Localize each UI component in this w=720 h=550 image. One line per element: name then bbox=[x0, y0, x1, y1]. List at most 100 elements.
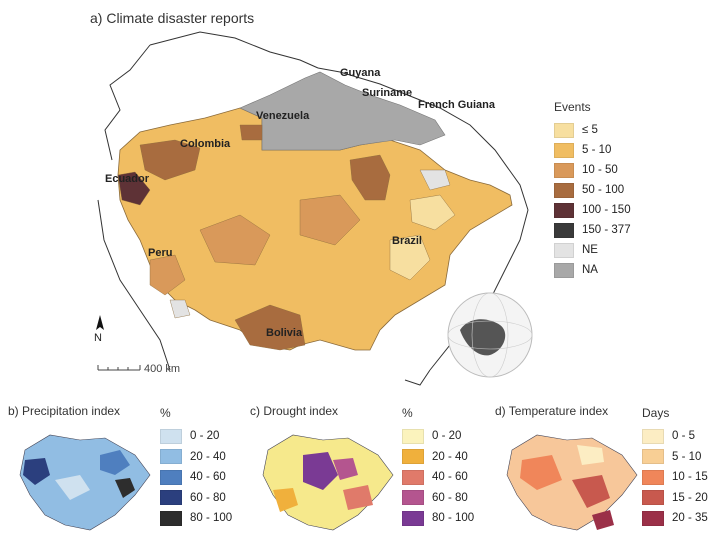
legend-item: 80 - 100 bbox=[402, 508, 474, 529]
legend-label: 0 - 20 bbox=[432, 430, 462, 443]
precipitation-legend: % 0 - 20 20 - 40 40 - 60 60 - 80 80 - 100 bbox=[160, 406, 232, 529]
legend-swatch bbox=[554, 222, 574, 238]
legend-swatch bbox=[160, 510, 182, 526]
legend-swatch bbox=[642, 469, 664, 485]
legend-item: 60 - 80 bbox=[402, 488, 474, 509]
legend-label: 150 - 377 bbox=[582, 224, 631, 236]
legend-swatch bbox=[160, 428, 182, 444]
legend-label: NE bbox=[582, 244, 598, 256]
events-legend: Events ≤ 5 5 - 10 10 - 50 50 - 100 100 - 150… bbox=[554, 100, 631, 280]
legend-swatch bbox=[554, 262, 574, 278]
legend-swatch bbox=[402, 449, 424, 465]
precipitation-unit: % bbox=[160, 406, 171, 420]
label-colombia: Colombia bbox=[180, 138, 231, 150]
legend-label: 20 - 35 bbox=[672, 512, 708, 525]
drought-map bbox=[262, 434, 394, 531]
legend-item: 20 - 40 bbox=[402, 447, 474, 468]
legend-label: 60 - 80 bbox=[190, 491, 226, 504]
legend-item: 20 - 40 bbox=[160, 447, 232, 468]
legend-item: 40 - 60 bbox=[160, 467, 232, 488]
temperature-legend: Days 0 - 5 5 - 10 10 - 15 15 - 20 20 - 35 bbox=[642, 406, 708, 529]
legend-swatch bbox=[642, 510, 664, 526]
legend-item: 10 - 50 bbox=[554, 160, 631, 180]
legend-label: 40 - 60 bbox=[190, 471, 226, 484]
legend-item: NE bbox=[554, 240, 631, 260]
legend-item: 20 - 35 bbox=[642, 508, 708, 529]
legend-label: 15 - 20 bbox=[672, 491, 708, 504]
panel-c-title: c) Drought index bbox=[250, 404, 339, 418]
legend-swatch bbox=[160, 449, 182, 465]
legend-swatch bbox=[642, 490, 664, 506]
legend-label: NA bbox=[582, 264, 598, 276]
legend-swatch bbox=[554, 242, 574, 258]
legend-item: 40 - 60 bbox=[402, 467, 474, 488]
legend-item: 60 - 80 bbox=[160, 488, 232, 509]
scale-bar bbox=[97, 365, 141, 371]
map-title: a) Climate disaster reports bbox=[90, 10, 255, 26]
legend-item: 0 - 5 bbox=[642, 426, 708, 447]
legend-label: 10 - 15 bbox=[672, 471, 708, 484]
legend-swatch bbox=[554, 142, 574, 158]
legend-item: 5 - 10 bbox=[554, 140, 631, 160]
legend-label: 5 - 10 bbox=[582, 144, 612, 156]
north-label: N bbox=[94, 332, 102, 344]
legend-item: 0 - 20 bbox=[402, 426, 474, 447]
legend-label: 20 - 40 bbox=[190, 450, 226, 463]
legend-swatch bbox=[160, 490, 182, 506]
legend-swatch bbox=[554, 182, 574, 198]
legend-swatch bbox=[554, 162, 574, 178]
event-patches bbox=[117, 124, 456, 351]
legend-item: 5 - 10 bbox=[642, 447, 708, 468]
legend-label: 80 - 100 bbox=[190, 512, 233, 525]
legend-item: 80 - 100 bbox=[160, 508, 232, 529]
panel-b-title: b) Precipitation index bbox=[8, 404, 121, 418]
legend-label: ≤ 5 bbox=[582, 124, 598, 136]
label-ecuador: Ecuador bbox=[105, 173, 150, 185]
legend-swatch bbox=[160, 469, 182, 485]
legend-swatch bbox=[642, 428, 664, 444]
temperature-map bbox=[506, 434, 638, 531]
label-bolivia: Bolivia bbox=[266, 327, 303, 339]
legend-item: 150 - 377 bbox=[554, 220, 631, 240]
legend-item: ≤ 5 bbox=[554, 120, 631, 140]
drought-unit: % bbox=[402, 406, 413, 420]
legend-item: 50 - 100 bbox=[554, 180, 631, 200]
legend-swatch bbox=[554, 122, 574, 138]
legend-swatch bbox=[402, 510, 424, 526]
legend-swatch bbox=[642, 449, 664, 465]
temperature-unit: Days bbox=[642, 406, 670, 420]
legend-label: 40 - 60 bbox=[432, 471, 468, 484]
label-brazil: Brazil bbox=[392, 235, 422, 247]
legend-swatch bbox=[402, 428, 424, 444]
drought-legend: % 0 - 20 20 - 40 40 - 60 60 - 80 80 - 100 bbox=[402, 406, 474, 529]
scale-label: 400 km bbox=[144, 363, 181, 375]
legend-swatch bbox=[402, 469, 424, 485]
legend-label: 80 - 100 bbox=[432, 512, 475, 525]
legend-label: 5 - 10 bbox=[672, 450, 702, 463]
legend-item: 0 - 20 bbox=[160, 426, 232, 447]
legend-item: NA bbox=[554, 260, 631, 280]
legend-label: 50 - 100 bbox=[582, 184, 625, 196]
label-guyana: Guyana bbox=[340, 67, 381, 79]
legend-swatch bbox=[554, 202, 574, 218]
legend-item: 15 - 20 bbox=[642, 488, 708, 509]
legend-swatch bbox=[402, 490, 424, 506]
legend-label: 100 - 150 bbox=[582, 204, 631, 216]
legend-label: 20 - 40 bbox=[432, 450, 468, 463]
legend-label: 0 - 20 bbox=[190, 430, 220, 443]
legend-item: 10 - 15 bbox=[642, 467, 708, 488]
north-arrow-icon bbox=[96, 315, 104, 330]
legend-label: 0 - 5 bbox=[672, 430, 696, 443]
label-venezuela: Venezuela bbox=[256, 110, 310, 122]
label-peru: Peru bbox=[148, 247, 173, 259]
globe-inset bbox=[447, 292, 533, 378]
precipitation-map bbox=[19, 434, 151, 531]
na-region bbox=[239, 71, 446, 151]
label-suriname: Suriname bbox=[362, 87, 413, 99]
panel-d-title: d) Temperature index bbox=[495, 404, 609, 418]
legend-label: 60 - 80 bbox=[432, 491, 468, 504]
legend-label: 10 - 50 bbox=[582, 164, 618, 176]
legend-item: 100 - 150 bbox=[554, 200, 631, 220]
legend-title: Events bbox=[554, 100, 591, 114]
